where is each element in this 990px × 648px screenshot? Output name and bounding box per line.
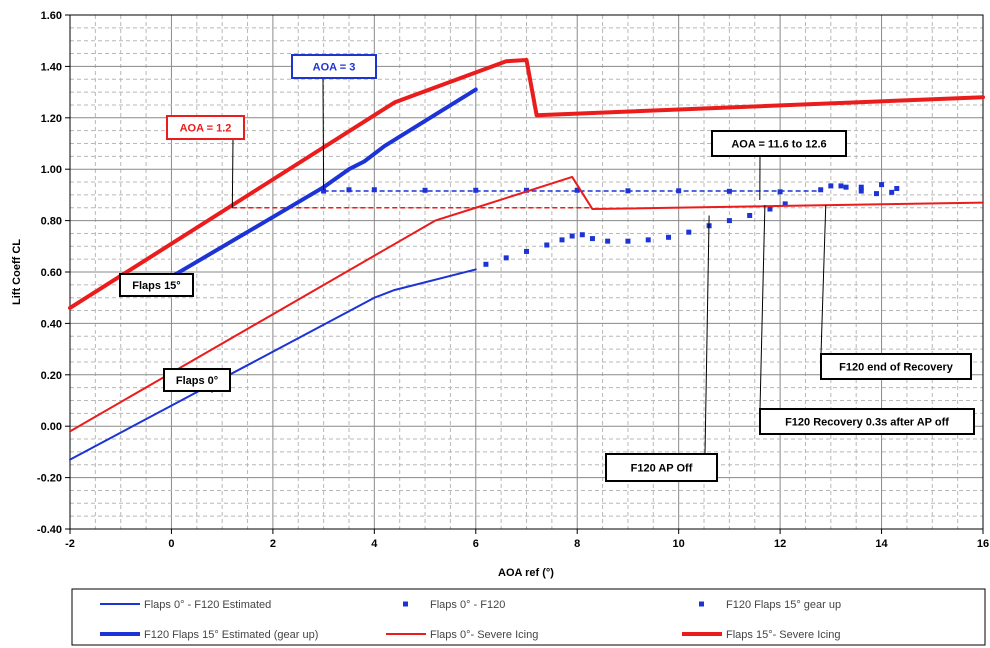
y-tick-label: 0.40 — [41, 318, 62, 330]
annotation-label: AOA = 3 — [313, 62, 356, 74]
series-1-point — [524, 248, 529, 254]
annotation-label: Flaps 0° — [176, 375, 218, 387]
annotation-box — [759, 408, 975, 435]
legend-label: Flaps 0°- Severe Icing — [430, 629, 538, 641]
series-2-point — [625, 188, 631, 194]
y-tick-label: 0.80 — [41, 216, 62, 228]
annotation-box — [820, 353, 972, 380]
x-tick-label: 8 — [574, 538, 580, 550]
annotation-leader — [704, 215, 710, 455]
y-tick-label: 0.60 — [41, 267, 62, 279]
series-1-point — [726, 218, 732, 224]
x-tick-label: 16 — [977, 538, 989, 550]
annotation-box — [166, 115, 245, 140]
series-line-3 — [164, 87, 478, 282]
series-2-point — [879, 182, 885, 188]
y-tick-label: 0.20 — [41, 370, 62, 382]
annotation-label: F120 AP Off — [631, 463, 693, 475]
series-2-point — [777, 189, 783, 195]
legend-label: F120 Flaps 15° Estimated (gear up) — [144, 629, 318, 641]
series-2-point — [818, 187, 824, 193]
series-1-point — [782, 201, 788, 207]
x-tick-label: 0 — [168, 538, 174, 550]
x-tick-label: -2 — [65, 538, 75, 550]
series-2-point — [873, 191, 879, 197]
x-tick-label: 2 — [270, 538, 276, 550]
annotation-label: F120 end of Recovery — [839, 362, 954, 374]
series-2-point — [524, 187, 529, 193]
series-1-point — [605, 238, 611, 244]
annotation-leader — [322, 77, 325, 190]
x-tick-label: 14 — [875, 538, 888, 550]
series-1-point — [483, 261, 489, 267]
series-2-point — [889, 189, 895, 195]
y-tick-label: 1.40 — [41, 61, 62, 73]
series-1-point — [569, 233, 575, 239]
series-2-point — [676, 188, 682, 194]
annotation-leaders — [120, 77, 827, 455]
y-axis-title: Lift Coeff CL — [11, 239, 23, 305]
y-tick-label: 0.00 — [41, 421, 62, 433]
annotation-leader — [231, 138, 234, 208]
annotation-leader — [820, 205, 827, 355]
series-2-point — [828, 183, 834, 189]
legend-swatch — [699, 601, 704, 607]
y-tick-label: -0.40 — [37, 524, 62, 536]
axis-ticks: -2 0 2 4 6 8 10 12 14 16 -0.40 -0.20 0.00 0.20 0.40 0.6… — [37, 10, 989, 550]
annotation-label: Flaps 15° — [132, 280, 180, 292]
legend-label: F120 Flaps 15° gear up — [726, 599, 841, 611]
x-tick-label: 10 — [673, 538, 685, 550]
annotations: AOA = 3 AOA = 1.2 AOA = 11.6 to 12.6 Flaps … — [119, 54, 975, 482]
legend-swatch — [403, 601, 408, 607]
annotation-label: AOA = 1.2 — [180, 123, 232, 135]
y-tick-label: -0.20 — [37, 473, 62, 485]
legend-box — [71, 588, 986, 646]
series-1-point — [767, 206, 773, 212]
annotation-box — [163, 368, 231, 392]
x-tick-label: 4 — [371, 538, 378, 550]
series-1-point — [559, 237, 565, 243]
y-tick-label: 1.20 — [41, 113, 62, 125]
series-1-point — [544, 242, 550, 248]
series-1-point — [579, 232, 585, 238]
annotation-box — [291, 54, 377, 79]
series-2-point — [894, 185, 900, 191]
series-2-point — [422, 187, 428, 193]
series-line-5 — [68, 57, 985, 310]
legend-label: Flaps 15°- Severe Icing — [726, 629, 840, 641]
legend: Flaps 0° - F120 Estimated Flaps 0° - F120… — [100, 599, 841, 641]
series-2-point — [371, 187, 377, 193]
series-2-point — [858, 188, 864, 194]
series-2-point — [843, 184, 849, 190]
annotation-label: AOA = 11.6 to 12.6 — [731, 139, 826, 151]
series-2-point — [473, 187, 479, 193]
annotation-leader — [759, 205, 766, 410]
series-1-point — [589, 236, 595, 242]
annotation-box — [711, 130, 847, 157]
series-1-point — [625, 238, 631, 244]
series-2-point — [858, 184, 864, 190]
x-tick-label: 6 — [473, 538, 479, 550]
legend-label: Flaps 0° - F120 — [430, 599, 505, 611]
annotation-box — [119, 273, 194, 297]
series-1-point — [686, 229, 692, 235]
x-axis-title: AOA ref (°) — [498, 567, 554, 579]
series-2-point — [574, 187, 580, 193]
series-2-point — [321, 188, 327, 194]
series-1-point — [666, 234, 672, 240]
annotation-box — [605, 453, 718, 482]
y-tick-label: 1.00 — [41, 164, 62, 176]
series-2-point — [838, 183, 844, 189]
legend-label: Flaps 0° - F120 Estimated — [144, 599, 271, 611]
series-line-4 — [69, 175, 984, 433]
series-1-point — [645, 237, 651, 243]
series-2-point — [726, 188, 732, 194]
series-2-point — [346, 187, 352, 193]
annotation-label: F120 Recovery 0.3s after AP off — [785, 417, 949, 429]
series-1-point — [747, 212, 753, 218]
series-1-point — [503, 255, 509, 261]
x-tick-label: 12 — [774, 538, 786, 550]
y-tick-label: 1.60 — [41, 10, 62, 22]
